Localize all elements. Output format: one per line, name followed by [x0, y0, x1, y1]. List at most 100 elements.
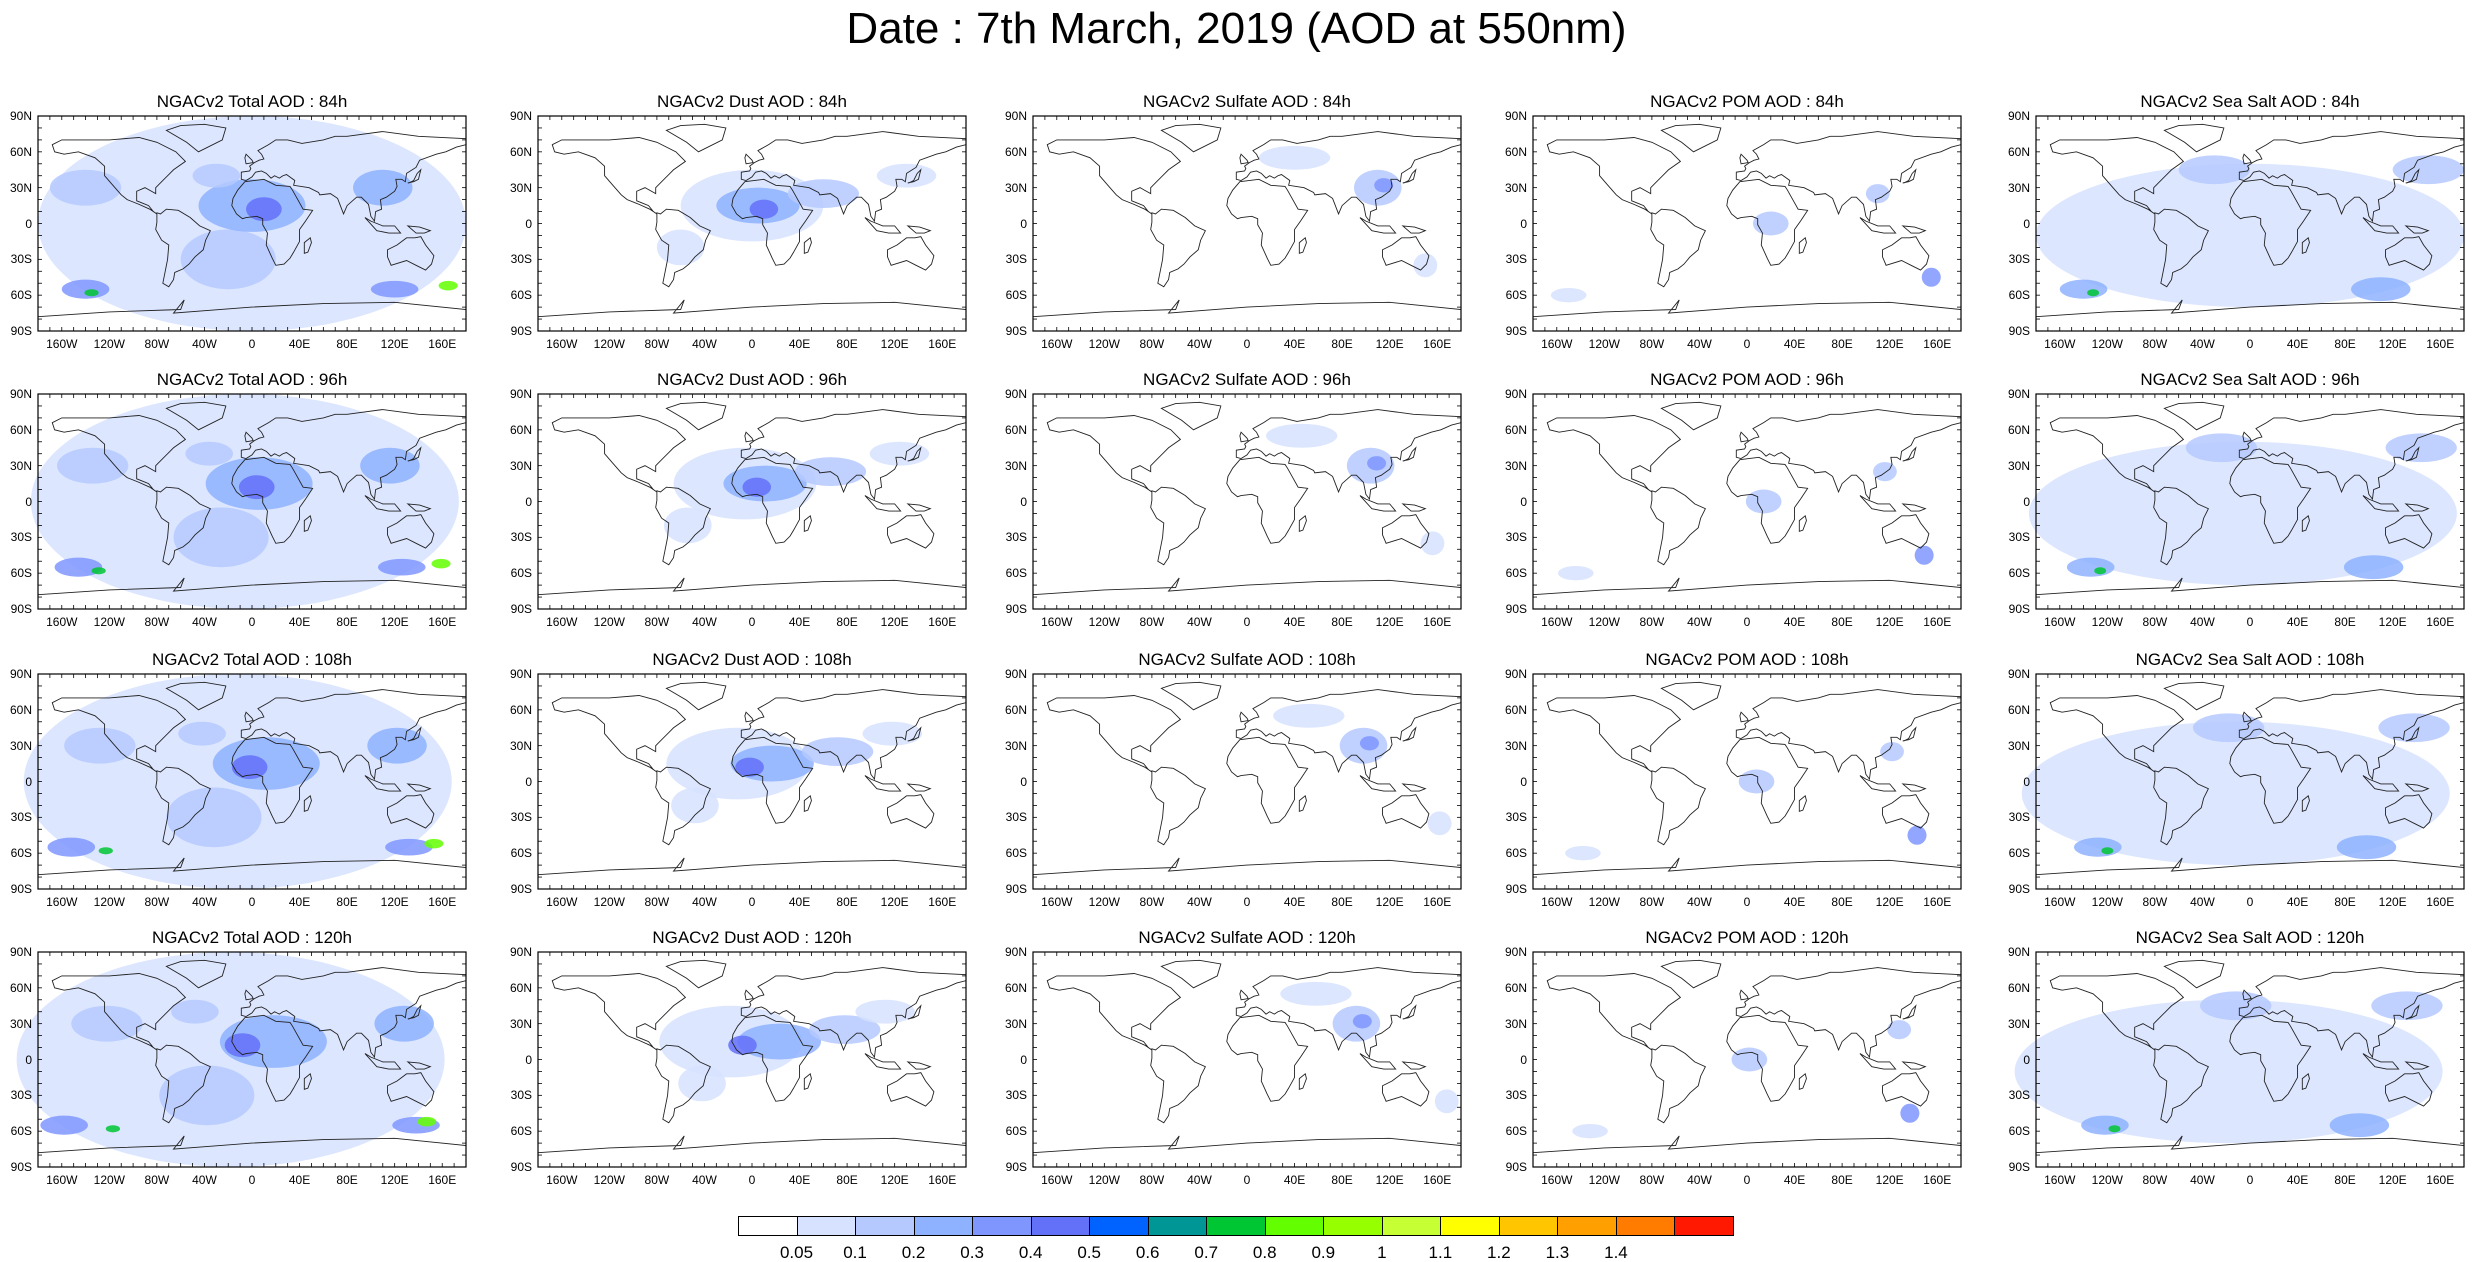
lat-label: 60S: [510, 1124, 532, 1139]
lat-label: 60S: [2008, 288, 2030, 303]
aod-map: [1532, 951, 1962, 1168]
aerosol-field: [61, 279, 110, 299]
lat-label: 90S: [1505, 882, 1527, 896]
lat-label: 90S: [10, 1160, 32, 1174]
colorbar-swatch: [1381, 1216, 1442, 1236]
lat-label: 60S: [2008, 1124, 2030, 1139]
lon-label: 160E: [2426, 337, 2455, 351]
lat-label: 30N: [1504, 1016, 1527, 1031]
lon-label: 40E: [1783, 337, 1806, 351]
lon-label: 120E: [380, 895, 409, 909]
coastline: [655, 486, 712, 566]
colorbar-tick-label: 1.4: [1604, 1243, 1628, 1262]
coastline: [2163, 401, 2225, 431]
lat-label: 90N: [2007, 109, 2030, 123]
coastline: [907, 168, 922, 184]
lon-label: 80W: [2142, 895, 2168, 909]
lon-label: 120W: [593, 337, 625, 351]
lat-label: 0: [1020, 774, 1027, 789]
coastline: [1735, 409, 1962, 501]
coastline: [1298, 237, 1307, 254]
lon-label: 40W: [1687, 337, 1712, 351]
coastline: [2153, 1044, 2210, 1124]
aerosol-field: [2101, 847, 2114, 855]
coastline: [1882, 514, 1930, 549]
colorbar-tick-label: 1.3: [1545, 1243, 1570, 1262]
lon-label: 0: [2246, 895, 2254, 909]
lon-label: 120W: [1088, 895, 1120, 909]
aerosol-field: [2178, 155, 2250, 185]
lon-label: 40W: [2190, 895, 2215, 909]
coastline: [1660, 959, 1722, 989]
lon-label: 120W: [2091, 895, 2123, 909]
lat-label: 90S: [1005, 602, 1027, 616]
aerosol-field: [2028, 441, 2457, 586]
aod-map: [2014, 951, 2465, 1168]
coastline: [1402, 168, 1417, 184]
lon-label: 120W: [1088, 615, 1120, 629]
lat-label: 90S: [510, 324, 532, 338]
coastline: [1859, 217, 1897, 234]
map-panel: NGACv2 Sulfate AOD : 108h 90N 60N 30N 0 30S 60…: [1005, 650, 1483, 909]
lon-label: 160E: [428, 337, 457, 351]
lat-label: 60S: [1505, 1124, 1527, 1139]
coastline: [1726, 178, 1809, 266]
aerosol-field: [47, 837, 96, 857]
coastline: [731, 178, 814, 266]
coastline: [1401, 225, 1427, 234]
coastline: [1382, 794, 1430, 829]
coastline: [1401, 503, 1427, 512]
aod-map: [2028, 393, 2465, 610]
lat-label: 0: [1520, 1052, 1527, 1067]
lon-label: 160E: [428, 1173, 457, 1187]
lat-label: 30S: [1505, 252, 1527, 267]
lon-label: 40E: [2286, 895, 2309, 909]
coastline: [244, 431, 254, 443]
aerosol-field: [2329, 1113, 2390, 1138]
coastline: [907, 446, 922, 462]
lat-label: 60N: [9, 980, 32, 995]
coastline: [1532, 299, 1962, 332]
coastline: [740, 689, 967, 781]
lat-label: 90N: [1004, 667, 1027, 681]
coastline: [665, 959, 727, 989]
coastline: [1150, 486, 1207, 566]
lon-label: 40E: [288, 1173, 311, 1187]
coastline: [551, 137, 687, 215]
lon-label: 80W: [1139, 337, 1165, 351]
lat-label: 60N: [509, 702, 532, 717]
aerosol-field: [2371, 991, 2443, 1021]
aerosol-field: [1258, 145, 1331, 170]
lat-label: 60N: [1004, 144, 1027, 159]
aod-map: [30, 393, 467, 610]
lat-label: 30N: [1004, 180, 1027, 195]
aerosol-field: [1921, 267, 1941, 287]
coastline: [406, 503, 432, 512]
lon-label: 120W: [1588, 1173, 1620, 1187]
coastline: [551, 415, 687, 493]
lat-label: 0: [525, 216, 532, 231]
lon-label: 160W: [1041, 1173, 1073, 1187]
lon-label: 120W: [2091, 615, 2123, 629]
coastline: [2242, 153, 2252, 165]
panel-title: NGACv2 POM AOD : 96h: [1650, 370, 1844, 389]
lat-label: 30N: [509, 180, 532, 195]
coastline: [1046, 415, 1182, 493]
lon-label: 40E: [2286, 1173, 2309, 1187]
aod-map: [23, 673, 467, 890]
lon-label: 160W: [546, 895, 578, 909]
lon-label: 80W: [144, 895, 170, 909]
lon-label: 40W: [2190, 615, 2215, 629]
lon-label: 40E: [1783, 615, 1806, 629]
aod-map: [1532, 115, 1962, 332]
coastline: [407, 726, 422, 742]
coastline: [303, 1073, 312, 1090]
map-panel: NGACv2 Dust AOD : 108h 90N 60N 30N 0 30S 60S 90…: [510, 650, 988, 909]
coastline: [1660, 401, 1722, 431]
aerosol-field: [385, 838, 433, 856]
colorbar-swatch: [1557, 1216, 1617, 1236]
colorbar-tick-label: 0.2: [901, 1243, 926, 1262]
lon-label: 160E: [1923, 1173, 1952, 1187]
figure-title: Date : 7th March, 2019 (AOD at 550nm): [846, 4, 1627, 53]
coastline: [803, 237, 812, 254]
